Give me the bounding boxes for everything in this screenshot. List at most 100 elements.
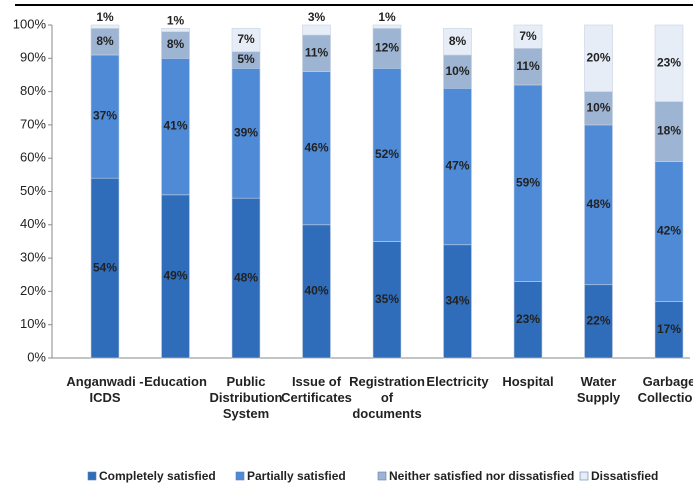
value-label: 8% xyxy=(167,37,185,51)
x-tick-label: Issue of Certificates xyxy=(281,374,352,405)
bar-segment xyxy=(161,57,190,196)
x-tick-label: Hospital xyxy=(502,374,554,389)
value-label: 17% xyxy=(657,322,681,336)
value-label: 23% xyxy=(657,55,681,69)
x-tick-label: Registration of documents xyxy=(349,374,425,421)
legend-swatch xyxy=(235,471,245,481)
bar-segment xyxy=(90,177,120,359)
legend-label: Neither satisfied nor dissatisfied xyxy=(389,469,574,483)
value-label: 37% xyxy=(93,109,117,123)
bar-segment xyxy=(372,67,402,242)
y-tick-label: 20% xyxy=(20,283,46,298)
bar-segment xyxy=(654,161,684,302)
value-label: 52% xyxy=(375,147,399,161)
bar-segment xyxy=(302,24,331,36)
value-label: 3% xyxy=(308,10,326,24)
y-tick-label: 40% xyxy=(20,216,46,231)
value-label: 11% xyxy=(516,59,540,73)
value-label: 47% xyxy=(445,159,469,173)
value-label: 11% xyxy=(305,45,329,59)
bar-segment xyxy=(161,28,190,32)
x-tick-label: Electricity xyxy=(426,374,489,389)
value-label: 34% xyxy=(445,294,469,308)
bar-segment xyxy=(443,244,472,359)
y-tick-label: 100% xyxy=(13,16,47,31)
value-label: 49% xyxy=(163,269,187,283)
value-label: 1% xyxy=(167,14,185,28)
value-label: 23% xyxy=(516,312,540,326)
bar-segment xyxy=(161,194,190,359)
x-tick-label: Anganwadi - ICDS xyxy=(66,374,144,405)
bar-segment xyxy=(231,197,261,359)
bar-segment xyxy=(513,24,543,49)
bar-segment xyxy=(584,91,613,126)
bar-segment xyxy=(584,124,613,286)
value-label: 22% xyxy=(586,314,610,328)
bar-segment xyxy=(231,28,261,52)
bar-segment xyxy=(443,87,472,246)
y-tick-label: 60% xyxy=(20,150,46,165)
value-label: 42% xyxy=(657,224,681,238)
bar-segment xyxy=(90,24,120,29)
bar-segment xyxy=(584,24,613,92)
legend-label: Dissatisfied xyxy=(591,469,658,483)
value-label: 39% xyxy=(234,125,258,139)
bar-segment xyxy=(372,28,402,69)
bar-segment xyxy=(372,241,402,359)
value-label: 48% xyxy=(586,197,610,211)
y-tick-label: 70% xyxy=(20,116,46,131)
legend-label: Partially satisfied xyxy=(247,469,346,483)
value-label: 10% xyxy=(445,64,469,78)
bar-segment xyxy=(90,54,120,179)
value-label: 20% xyxy=(586,50,610,64)
value-label: 7% xyxy=(237,32,255,46)
y-tick-label: 10% xyxy=(20,316,46,331)
bar-segment xyxy=(513,281,543,359)
bar-segment xyxy=(654,101,684,162)
bar-segment xyxy=(654,24,684,102)
value-label: 18% xyxy=(657,124,681,138)
bar-segment xyxy=(443,28,472,56)
x-tick-label: Garbage Collection xyxy=(637,374,693,405)
bar-segment xyxy=(90,28,120,56)
value-label: 40% xyxy=(304,284,328,298)
value-label: 59% xyxy=(516,175,540,189)
bar-segment xyxy=(302,34,331,72)
value-label: 12% xyxy=(375,40,399,54)
value-label: 1% xyxy=(378,10,396,24)
bar-segment xyxy=(231,67,261,199)
legend-swatch xyxy=(579,471,589,481)
value-label: 35% xyxy=(375,292,399,306)
value-label: 10% xyxy=(586,100,610,114)
legend-swatch xyxy=(87,471,97,481)
value-label: 8% xyxy=(96,34,114,48)
legend-label: Completely satisfied xyxy=(99,469,216,483)
bar-segment xyxy=(513,84,543,282)
value-label: 1% xyxy=(96,10,114,24)
y-tick-label: 50% xyxy=(20,183,46,198)
bar-segment xyxy=(161,31,190,59)
x-tick-label: Public Distribution System xyxy=(209,374,283,421)
bar-segment xyxy=(513,48,543,86)
value-label: 7% xyxy=(519,29,537,43)
value-label: 54% xyxy=(93,260,117,274)
y-tick-label: 30% xyxy=(20,250,46,265)
bar-segment xyxy=(302,224,331,359)
y-tick-label: 90% xyxy=(20,50,46,65)
bar-segment xyxy=(372,24,402,29)
x-tick-label: Education xyxy=(144,374,207,389)
x-tick-label: Water Supply xyxy=(576,374,621,405)
bar-segment xyxy=(584,284,613,359)
value-label: 5% xyxy=(237,52,255,66)
value-label: 46% xyxy=(304,140,328,154)
value-label: 41% xyxy=(163,119,187,133)
value-label: 48% xyxy=(234,270,258,284)
value-label: 8% xyxy=(449,34,467,48)
y-tick-label: 80% xyxy=(20,83,46,98)
bar-segment xyxy=(443,54,472,89)
y-tick-label: 0% xyxy=(27,349,46,364)
bar-segment xyxy=(302,71,331,226)
legend-swatch xyxy=(377,471,387,481)
